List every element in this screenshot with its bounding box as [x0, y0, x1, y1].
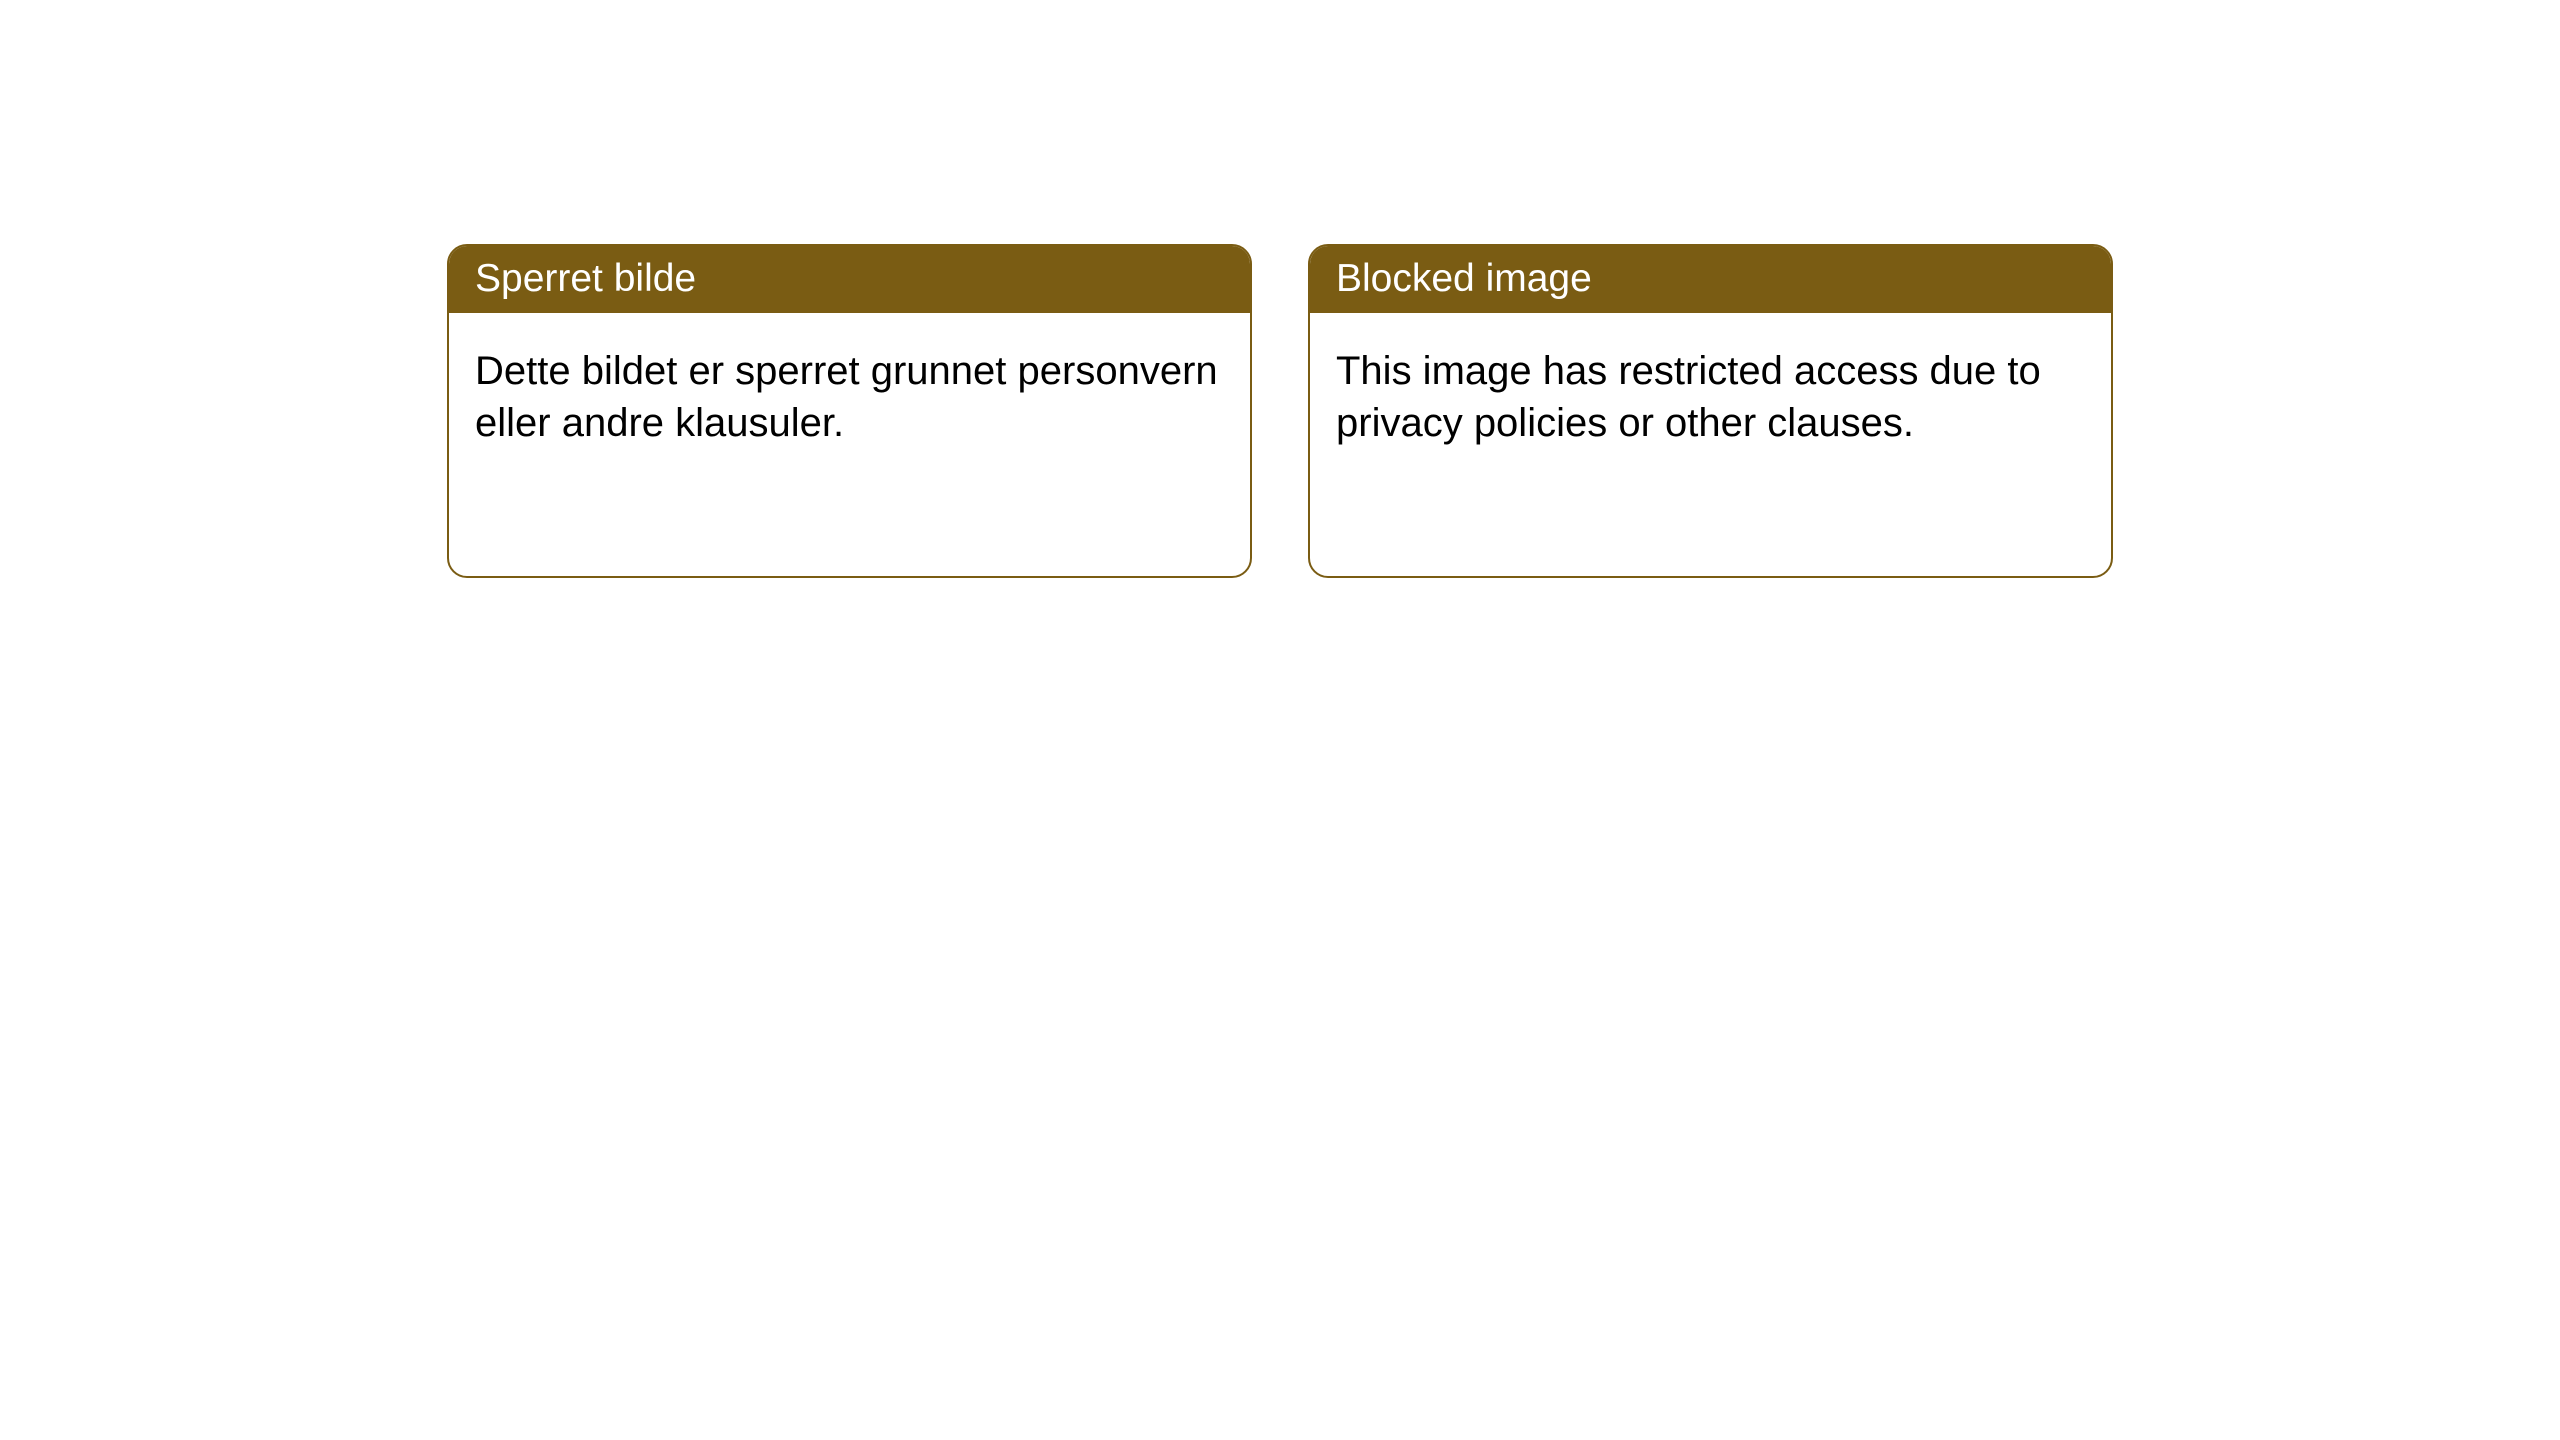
notice-card-norwegian: Sperret bilde Dette bildet er sperret gr…	[447, 244, 1252, 578]
notice-body-text: This image has restricted access due to …	[1310, 313, 2111, 483]
notice-title: Blocked image	[1310, 246, 2111, 313]
notice-body-text: Dette bildet er sperret grunnet personve…	[449, 313, 1250, 483]
notice-title: Sperret bilde	[449, 246, 1250, 313]
notice-card-english: Blocked image This image has restricted …	[1308, 244, 2113, 578]
notice-container: Sperret bilde Dette bildet er sperret gr…	[447, 244, 2113, 578]
